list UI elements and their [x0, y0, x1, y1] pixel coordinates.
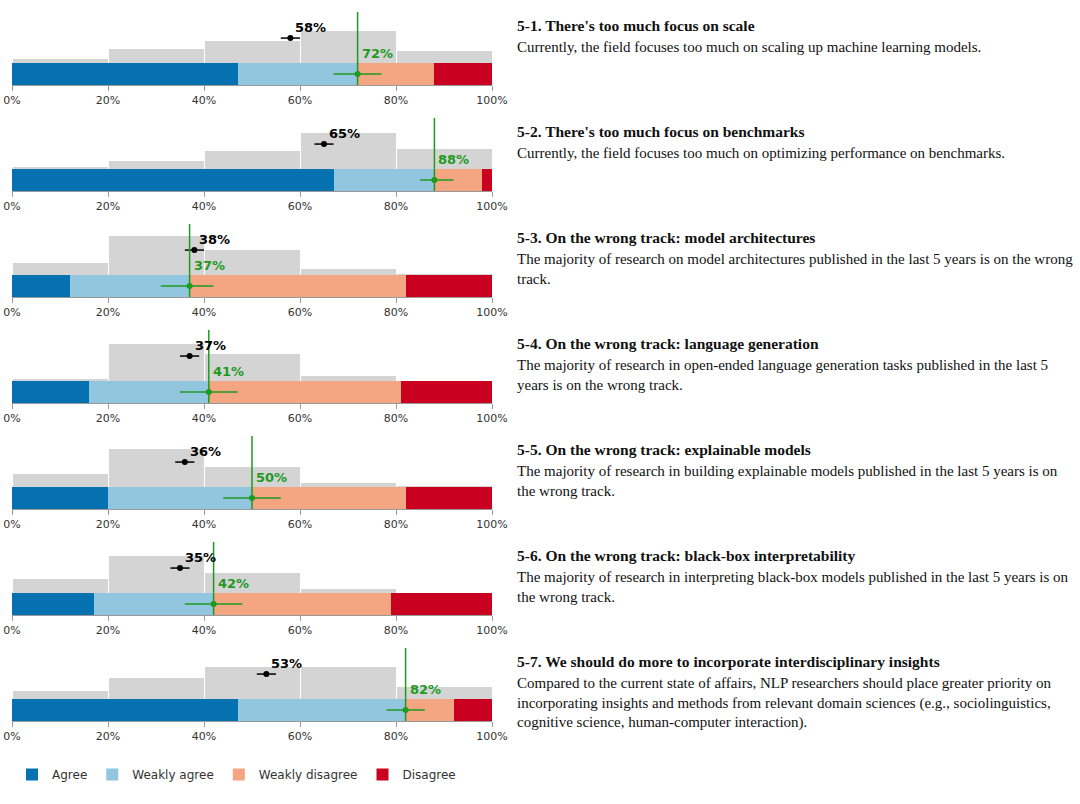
svg-text:60%: 60% [288, 200, 312, 213]
html-text:5-3. On the wrong track: model: 5-3. On the wrong track: model architect… [517, 229, 816, 246]
html-text:5-2. There's too much focus on: 5-2. There's too much focus on benchmark… [517, 123, 805, 140]
html-text:5-4. On the wrong track: langu: 5-4. On the wrong track: language genera… [517, 335, 819, 352]
svg-text:20%: 20% [96, 518, 120, 531]
svg-text:100%: 100% [476, 412, 507, 425]
svg-text:20%: 20% [96, 94, 120, 107]
svg-text:100%: 100% [476, 730, 507, 743]
svg-text:100%: 100% [476, 94, 507, 107]
svg-text:20%: 20% [96, 730, 120, 743]
svg-text:80%: 80% [384, 94, 408, 107]
svg-text:40%: 40% [192, 306, 216, 319]
svg-text:80%: 80% [384, 200, 408, 213]
svg-text:35%: 35% [185, 550, 216, 565]
svg-text:Agree: Agree [52, 768, 87, 782]
svg-text:60%: 60% [288, 624, 312, 637]
svg-text:42%: 42% [218, 576, 249, 591]
svg-text:60%: 60% [288, 518, 312, 531]
svg-text:40%: 40% [192, 94, 216, 107]
svg-text:100%: 100% [476, 518, 507, 531]
html-text:5-1. There's too much focus on: 5-1. There's too much focus on scale [517, 17, 755, 34]
svg-text:0%: 0% [3, 94, 20, 107]
svg-text:20%: 20% [96, 306, 120, 319]
svg-text:60%: 60% [288, 730, 312, 743]
svg-text:37%: 37% [195, 338, 226, 353]
svg-text:0%: 0% [3, 412, 20, 425]
svg-text:Disagree: Disagree [403, 768, 456, 782]
svg-text:36%: 36% [190, 444, 221, 459]
svg-text:20%: 20% [96, 412, 120, 425]
svg-text:0%: 0% [3, 624, 20, 637]
svg-text:40%: 40% [192, 730, 216, 743]
svg-text:50%: 50% [256, 470, 287, 485]
svg-text:40%: 40% [192, 624, 216, 637]
html-text:5-6. On the wrong track: black: 5-6. On the wrong track: black-box inter… [517, 547, 856, 564]
svg-text:100%: 100% [476, 624, 507, 637]
svg-text:0%: 0% [3, 518, 20, 531]
svg-text:72%: 72% [362, 46, 393, 61]
html-text:Currently, the field focuses t: Currently, the field focuses too much on… [517, 145, 1006, 161]
html-text:5-5. On the wrong track: expla: 5-5. On the wrong track: explainable mod… [517, 441, 811, 458]
svg-text:37%: 37% [194, 258, 225, 273]
html-text:Compared to the current state: Compared to the current state of affairs… [517, 675, 1051, 730]
svg-text:53%: 53% [271, 656, 302, 671]
html-text:5-7. We should do more to inco: 5-7. We should do more to incorporate in… [517, 653, 940, 670]
svg-text:40%: 40% [192, 200, 216, 213]
svg-text:80%: 80% [384, 518, 408, 531]
svg-text:20%: 20% [96, 200, 120, 213]
svg-text:80%: 80% [384, 412, 408, 425]
svg-text:60%: 60% [288, 412, 312, 425]
html-text:Currently, the field focuses t: Currently, the field focuses too much on… [517, 39, 982, 55]
svg-text:60%: 60% [288, 94, 312, 107]
svg-text:0%: 0% [3, 730, 20, 743]
svg-text:40%: 40% [192, 412, 216, 425]
svg-text:40%: 40% [192, 518, 216, 531]
svg-text:88%: 88% [438, 152, 469, 167]
html-text:The majority of research in bu: The majority of research in building exp… [517, 463, 1058, 499]
svg-text:20%: 20% [96, 624, 120, 637]
svg-text:38%: 38% [199, 232, 230, 247]
svg-text:80%: 80% [384, 306, 408, 319]
svg-text:0%: 0% [3, 306, 20, 319]
svg-text:80%: 80% [384, 730, 408, 743]
svg-text:41%: 41% [213, 364, 244, 379]
svg-text:Weakly agree: Weakly agree [132, 768, 214, 782]
svg-text:65%: 65% [329, 126, 360, 141]
svg-text:100%: 100% [476, 200, 507, 213]
svg-text:80%: 80% [384, 624, 408, 637]
svg-text:0%: 0% [3, 200, 20, 213]
html-text:The majority of research in op: The majority of research in open-ended l… [517, 357, 1049, 393]
svg-text:58%: 58% [295, 20, 326, 35]
svg-text:100%: 100% [476, 306, 507, 319]
html-text:The majority of research on mo: The majority of research on model archit… [517, 251, 1073, 287]
svg-text:Weakly disagree: Weakly disagree [259, 768, 358, 782]
svg-text:60%: 60% [288, 306, 312, 319]
html-text:The majority of research in in: The majority of research in interpreting… [517, 569, 1069, 605]
svg-text:82%: 82% [410, 682, 441, 697]
